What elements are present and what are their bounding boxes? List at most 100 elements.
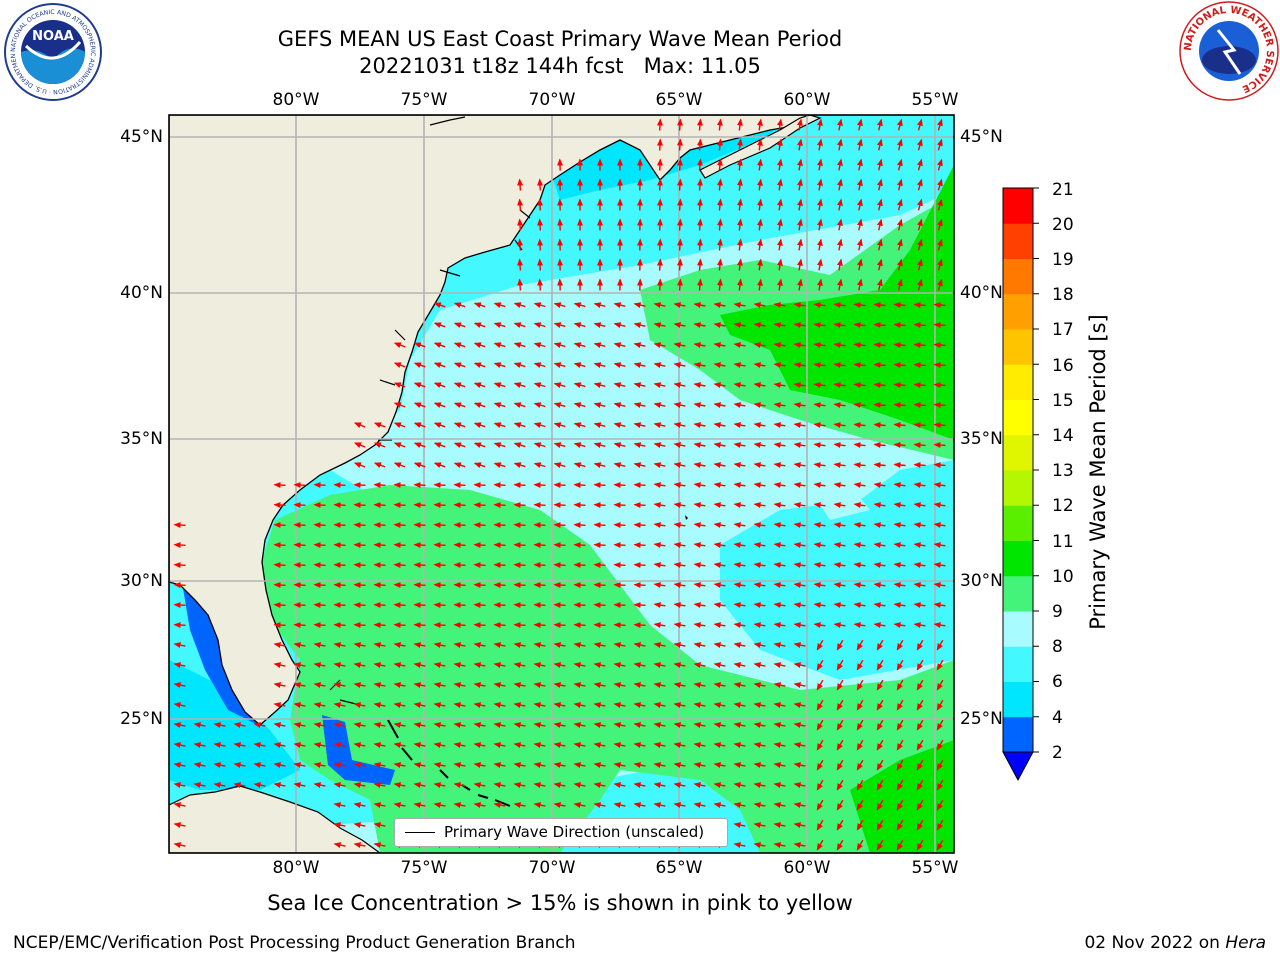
- wave-direction-arrow: [473, 622, 486, 629]
- wave-direction-arrow: [713, 622, 726, 629]
- wave-direction-arrow: [453, 442, 466, 449]
- wave-direction-arrow: [573, 642, 586, 649]
- wave-direction-arrow: [613, 722, 626, 729]
- wave-direction-arrow: [653, 442, 666, 449]
- wave-direction-arrow: [773, 382, 786, 389]
- wave-direction-arrow: [253, 722, 266, 729]
- lon-label-bottom: 80°W: [272, 858, 320, 878]
- wave-direction-arrow: [533, 382, 546, 389]
- wave-direction-arrow: [696, 198, 703, 211]
- wave-direction-arrow: [873, 302, 886, 309]
- wave-direction-arrow: [733, 842, 746, 849]
- wave-direction-arrow: [333, 522, 346, 529]
- wave-direction-arrow: [853, 582, 866, 589]
- wave-direction-arrow: [916, 659, 924, 671]
- wave-direction-arrow: [493, 482, 506, 489]
- wave-direction-arrow: [793, 822, 806, 829]
- wave-direction-arrow: [633, 662, 646, 669]
- wave-direction-arrow: [293, 582, 306, 589]
- wave-direction-arrow: [816, 238, 823, 251]
- wave-direction-arrow: [716, 118, 723, 131]
- wave-direction-arrow: [233, 762, 246, 769]
- wave-direction-arrow: [816, 278, 823, 291]
- wave-direction-arrow: [613, 782, 626, 789]
- wave-direction-arrow: [656, 278, 663, 291]
- wave-direction-arrow: [633, 522, 646, 529]
- wave-direction-arrow: [573, 602, 586, 609]
- wave-direction-arrow: [933, 522, 946, 529]
- wave-direction-arrow: [936, 258, 943, 271]
- wave-direction-arrow: [453, 682, 466, 689]
- wave-direction-arrow: [313, 782, 326, 789]
- wave-direction-arrow: [833, 402, 846, 409]
- wave-direction-arrow: [753, 722, 766, 729]
- wave-direction-arrow: [836, 118, 843, 131]
- wave-direction-arrow: [453, 722, 466, 729]
- wave-direction-arrow: [753, 442, 766, 449]
- wave-direction-arrow: [633, 782, 646, 789]
- wave-direction-arrow: [796, 158, 803, 171]
- wave-direction-arrow: [813, 402, 826, 409]
- wave-direction-arrow: [876, 699, 884, 711]
- wave-direction-arrow: [553, 302, 566, 309]
- wave-direction-arrow: [856, 218, 863, 231]
- wave-direction-arrow: [733, 722, 746, 729]
- wave-direction-arrow: [353, 522, 366, 529]
- wave-direction-arrow: [913, 542, 926, 549]
- wave-direction-arrow: [773, 342, 786, 349]
- wave-direction-arrow: [753, 462, 766, 469]
- wave-direction-arrow: [413, 782, 426, 789]
- wave-direction-arrow: [893, 582, 906, 589]
- wave-direction-arrow: [433, 682, 446, 689]
- wave-direction-arrow: [856, 639, 864, 651]
- wave-direction-arrow: [613, 702, 626, 709]
- wave-direction-arrow: [696, 278, 703, 291]
- wave-direction-arrow: [553, 362, 566, 369]
- wave-direction-arrow: [753, 422, 766, 429]
- max-value: Max: 11.05: [643, 54, 761, 78]
- colorbar-extend-triangle: [1002, 751, 1034, 782]
- colorbar-title: Primary Wave Mean Period [s]: [1086, 314, 1110, 630]
- wave-direction-arrow: [553, 782, 566, 789]
- wave-direction-arrow: [413, 802, 426, 809]
- colorbar-segment: [1003, 681, 1033, 718]
- wave-direction-arrow: [673, 562, 686, 569]
- wave-direction-arrow: [373, 822, 386, 829]
- wave-direction-arrow: [673, 462, 686, 469]
- wave-direction-arrow: [553, 322, 566, 329]
- wave-direction-arrow: [776, 118, 783, 131]
- wave-direction-arrow: [733, 642, 746, 649]
- wave-direction-arrow: [433, 542, 446, 549]
- wave-direction-arrow: [433, 582, 446, 589]
- wave-direction-arrow: [433, 462, 446, 468]
- wave-direction-arrow: [633, 542, 646, 549]
- wave-direction-arrow: [673, 722, 686, 729]
- wave-direction-arrow: [756, 158, 763, 171]
- wave-direction-arrow: [553, 462, 566, 469]
- wave-direction-arrow: [756, 118, 763, 131]
- wave-direction-arrow: [713, 662, 726, 669]
- wave-direction-arrow: [593, 442, 606, 449]
- wave-direction-arrow: [313, 622, 326, 629]
- wave-direction-arrow: [533, 462, 546, 469]
- wave-direction-arrow: [913, 362, 926, 369]
- wave-direction-arrow: [736, 198, 743, 211]
- wave-direction-arrow: [273, 682, 286, 689]
- wave-direction-arrow: [853, 462, 866, 469]
- colorbar-segment: [1003, 188, 1033, 224]
- wave-direction-arrow: [393, 462, 406, 468]
- wave-direction-arrow: [896, 699, 904, 711]
- wave-direction-arrow: [916, 819, 924, 831]
- wave-direction-arrow: [393, 762, 406, 769]
- wave-direction-arrow: [673, 402, 686, 409]
- wave-direction-arrow: [713, 522, 726, 529]
- wave-direction-arrow: [333, 482, 346, 489]
- wave-direction-arrow: [537, 278, 544, 291]
- wave-direction-arrow: [593, 642, 606, 649]
- wave-direction-arrow: [537, 218, 544, 231]
- wave-direction-arrow: [353, 802, 366, 809]
- wave-direction-arrow: [513, 802, 526, 809]
- wave-direction-arrow: [333, 782, 346, 789]
- wave-direction-arrow: [413, 362, 426, 368]
- colorbar-tick-label: 15: [1052, 391, 1074, 411]
